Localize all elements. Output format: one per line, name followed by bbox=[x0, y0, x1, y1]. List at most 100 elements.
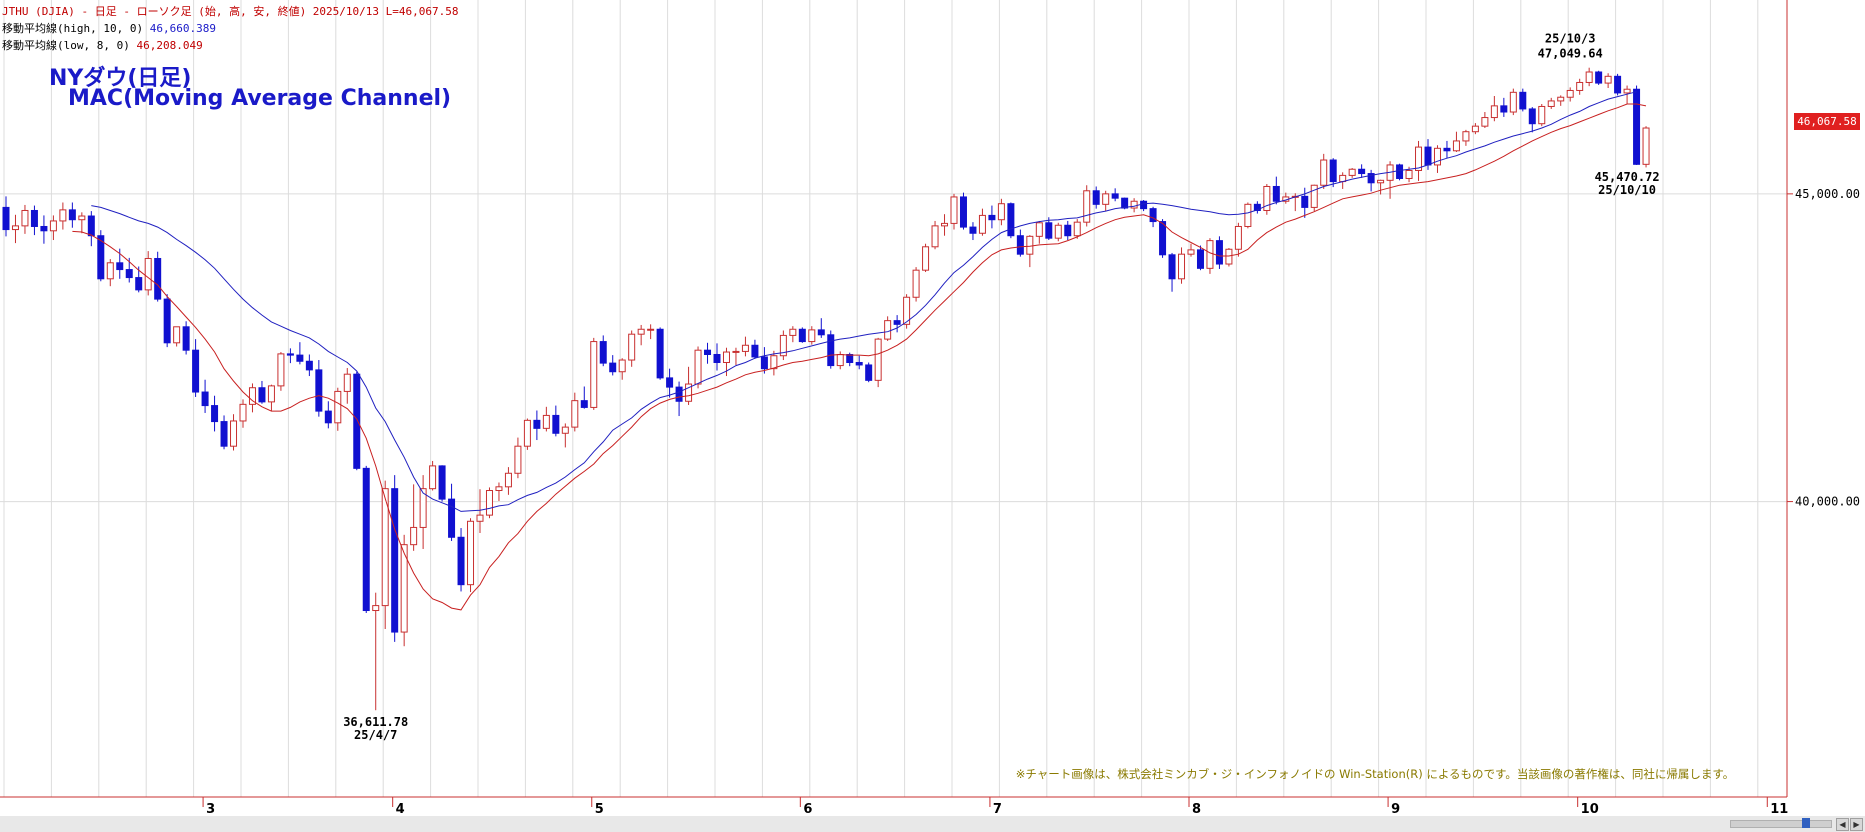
candle-body bbox=[1244, 203, 1252, 227]
candle bbox=[1386, 161, 1394, 199]
candle-body bbox=[884, 320, 892, 340]
candle bbox=[1547, 97, 1555, 109]
chart-header-line: JTHU (DJIA) - 日足 - ローソク足 (始, 高, 安, 終値) 2… bbox=[2, 5, 459, 18]
candle-body bbox=[1149, 208, 1157, 223]
annotation-label: 25/4/7 bbox=[354, 728, 397, 742]
candle bbox=[1064, 220, 1072, 241]
candle bbox=[1528, 107, 1536, 133]
candle-body bbox=[97, 235, 105, 280]
candle-body bbox=[1348, 168, 1356, 176]
candle-body bbox=[343, 373, 351, 392]
candle bbox=[1490, 96, 1498, 122]
candle-body bbox=[751, 344, 759, 358]
candle-body bbox=[1633, 88, 1641, 165]
candle bbox=[448, 483, 456, 541]
candle-body bbox=[324, 410, 332, 424]
candle-body bbox=[846, 353, 854, 363]
candle-body bbox=[1225, 248, 1233, 265]
candle bbox=[1178, 247, 1186, 284]
scrollbar-thumb[interactable] bbox=[1802, 818, 1810, 828]
candle-body bbox=[400, 544, 408, 633]
candle-body bbox=[789, 328, 797, 336]
candle bbox=[808, 326, 816, 345]
last-price-tag: 46,067.58 bbox=[1794, 113, 1860, 130]
candle-body bbox=[713, 353, 721, 363]
candle bbox=[353, 371, 361, 471]
candle-body bbox=[495, 486, 503, 492]
ma-high-legend-value: 46,660.389 bbox=[149, 22, 216, 35]
candle bbox=[931, 220, 939, 250]
candle-body bbox=[1471, 125, 1479, 133]
chart-scrollbar[interactable]: ◀ ▶ bbox=[0, 816, 1865, 832]
candle bbox=[741, 336, 749, 357]
candle-body bbox=[1538, 105, 1546, 125]
candle-body bbox=[1509, 91, 1517, 113]
candle-body bbox=[419, 488, 427, 528]
candle bbox=[1462, 129, 1470, 146]
chart-axes: 45,000.00 40,000.00 3 4 5 6 7 8 9 10 11 bbox=[0, 0, 1860, 817]
candle bbox=[1509, 88, 1517, 116]
candle bbox=[694, 346, 702, 389]
candle-body bbox=[865, 364, 873, 381]
candle-body bbox=[893, 320, 901, 325]
candle-body bbox=[903, 296, 911, 325]
candle bbox=[1329, 158, 1337, 188]
candle bbox=[343, 368, 351, 404]
candle-body bbox=[950, 196, 958, 224]
candle bbox=[201, 379, 209, 413]
candle bbox=[173, 326, 181, 347]
candle-body bbox=[2, 206, 10, 231]
x-tick-label: 11 bbox=[1770, 802, 1788, 817]
candle-body bbox=[760, 356, 768, 370]
candle bbox=[1196, 245, 1204, 271]
candle-body bbox=[1102, 193, 1110, 205]
candle bbox=[855, 355, 863, 370]
candle-body bbox=[647, 328, 655, 331]
candle bbox=[40, 215, 48, 244]
candle-body bbox=[931, 225, 939, 248]
candle bbox=[248, 383, 256, 413]
candle bbox=[1301, 187, 1309, 218]
candle-body bbox=[438, 465, 446, 500]
candle-body bbox=[656, 328, 664, 379]
candle-body bbox=[1443, 147, 1451, 152]
candle bbox=[656, 327, 664, 380]
candle bbox=[1396, 163, 1404, 181]
y-tick-label: 45,000.00 bbox=[1795, 187, 1860, 201]
candle-body bbox=[666, 377, 674, 388]
annotation-label: 47,049.64 bbox=[1538, 47, 1603, 61]
candle-body bbox=[1519, 91, 1527, 110]
candle-body bbox=[628, 333, 636, 361]
scrollbar-track[interactable] bbox=[1730, 820, 1832, 828]
candle-body bbox=[1272, 185, 1280, 202]
candle-body bbox=[694, 349, 702, 385]
candle-body bbox=[1178, 253, 1186, 280]
candle bbox=[590, 337, 598, 410]
candle-body bbox=[267, 385, 275, 403]
candle-body bbox=[1396, 164, 1404, 179]
candle bbox=[49, 215, 57, 241]
candle-body bbox=[1301, 195, 1309, 208]
candle-body bbox=[11, 225, 19, 231]
candle bbox=[893, 315, 901, 333]
candle-body bbox=[618, 359, 626, 373]
candle bbox=[704, 342, 712, 364]
candle bbox=[1045, 217, 1053, 241]
candle bbox=[1225, 248, 1233, 267]
candle bbox=[997, 198, 1005, 226]
candle-body bbox=[817, 329, 825, 336]
candle bbox=[1604, 73, 1612, 89]
scroll-left-button[interactable]: ◀ bbox=[1836, 818, 1849, 831]
candle-body bbox=[1121, 197, 1129, 209]
candle bbox=[163, 294, 171, 348]
candle bbox=[315, 360, 323, 417]
candle-body bbox=[580, 400, 588, 408]
candle bbox=[381, 480, 389, 629]
candle bbox=[324, 401, 332, 429]
scroll-right-button[interactable]: ▶ bbox=[1850, 818, 1863, 831]
candle-body bbox=[523, 419, 531, 447]
candlesticks bbox=[2, 67, 1650, 711]
candle-body bbox=[315, 369, 323, 412]
